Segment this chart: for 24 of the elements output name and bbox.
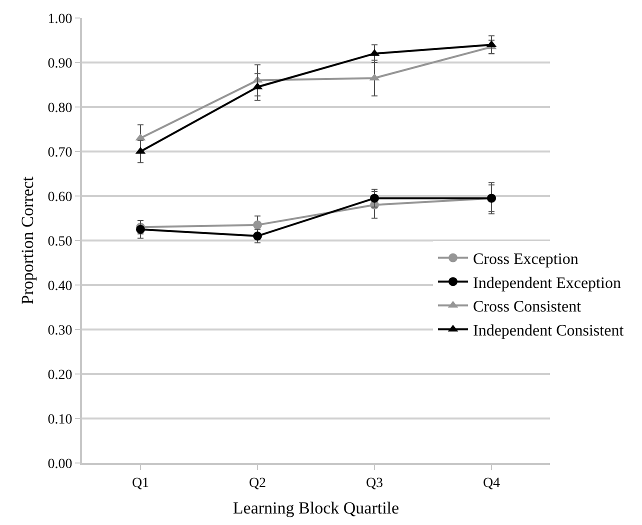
y-tick-label: 0.30: [48, 323, 72, 338]
y-tick-label: 0.90: [48, 56, 72, 72]
y-tick-label: 0.20: [48, 368, 72, 383]
y-tick-label: 0.80: [48, 100, 72, 116]
x-axis-title: Learning Block Quartile: [232, 498, 400, 518]
point: [253, 232, 262, 241]
point: [370, 194, 379, 203]
y-tick-label: 1.00: [48, 12, 72, 27]
y-tick-label: 0.00: [48, 456, 72, 472]
legend-label: Cross Exception: [473, 251, 578, 268]
legend-label: Independent Exception: [473, 274, 621, 292]
legend-label: Independent Consistent: [473, 322, 624, 340]
y-tick-label: 0.60: [48, 190, 72, 205]
y-tick-label: 0.50: [48, 234, 72, 250]
point: [253, 220, 262, 230]
y-tick-label: 0.10: [48, 412, 72, 428]
x-tick-label: Q4: [482, 476, 500, 491]
legend-label: Cross Consistent: [473, 298, 582, 316]
x-tick-label: Q3: [366, 476, 384, 491]
x-tick-label: Q2: [248, 476, 266, 491]
y-tick-label: 0.70: [48, 145, 72, 160]
y-tick-label: 0.40: [48, 278, 72, 294]
x-tick-label: Q1: [132, 476, 150, 491]
y-axis-title: Proportion Correct: [18, 176, 37, 304]
